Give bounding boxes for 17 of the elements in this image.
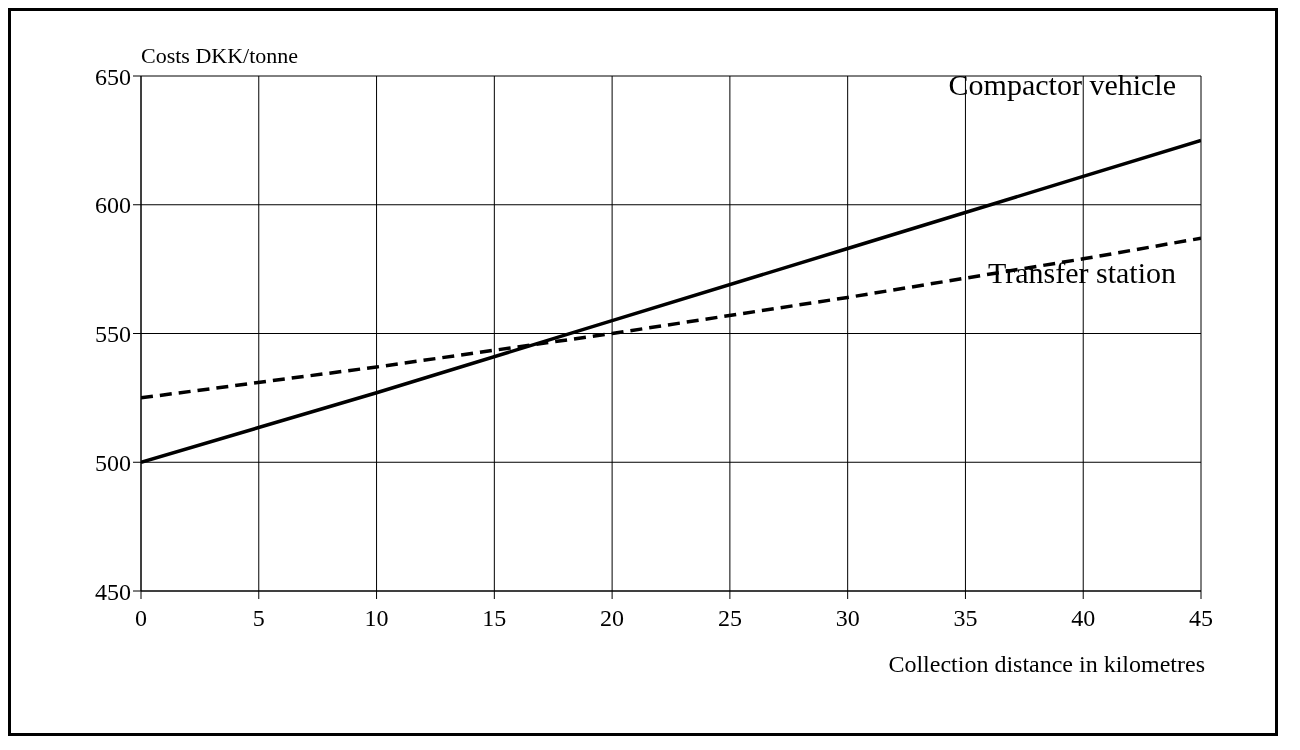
- y-axis-title: Costs DKK/tonne: [141, 43, 299, 69]
- y-tick-label: 650: [95, 63, 131, 90]
- x-tick-label: 10: [364, 605, 389, 632]
- y-tick-label: 550: [95, 321, 131, 348]
- y-tick-label: 500: [95, 449, 131, 476]
- y-tick-label: 600: [95, 192, 131, 219]
- y-tick-label: 450: [95, 578, 131, 605]
- x-tick-label: 5: [252, 605, 265, 632]
- x-tick-label: 35: [953, 605, 978, 632]
- x-tick-label: 30: [835, 605, 860, 632]
- x-tick-label: 0: [135, 605, 147, 632]
- x-tick-label: 15: [482, 605, 507, 632]
- x-tick-label: 45: [1189, 605, 1213, 632]
- x-tick-label: 25: [717, 605, 742, 632]
- x-axis-title: Collection distance in kilometres: [888, 651, 1205, 678]
- x-tick-label: 40: [1071, 605, 1096, 632]
- x-tick-label: 20: [600, 605, 625, 632]
